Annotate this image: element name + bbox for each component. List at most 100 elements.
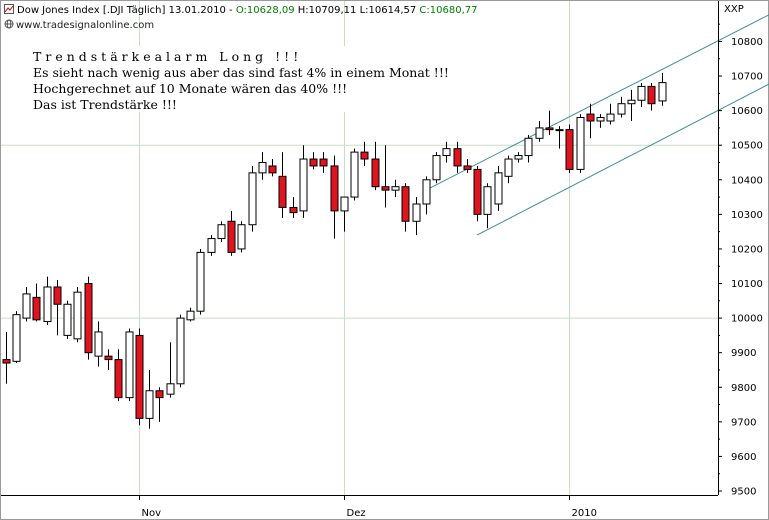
candle-34 — [350, 148, 359, 201]
candle-body-down — [586, 113, 595, 122]
annotation-line-2: Es sieht nach wenig aus aber das sind fa… — [33, 65, 449, 80]
candle-body-up — [73, 291, 82, 340]
y-tick-label-1: 9600 — [731, 452, 756, 463]
candle-17 — [176, 314, 185, 388]
candle-23 — [237, 221, 246, 253]
candle-28 — [289, 197, 298, 218]
candle-18 — [186, 307, 195, 322]
candle-body-up — [125, 331, 134, 399]
y-tick-label-2: 9700 — [731, 417, 756, 428]
candle-41 — [422, 176, 431, 215]
trend-channel-line-0 — [425, 14, 769, 191]
candle-38 — [391, 179, 400, 198]
y-tick-label-7: 10200 — [731, 244, 763, 255]
candle-body-up — [176, 317, 185, 385]
candle-body-up — [12, 314, 21, 362]
candle-24 — [248, 165, 257, 232]
candle-body-down — [401, 186, 410, 222]
candle-16 — [166, 342, 175, 398]
candle-58 — [596, 114, 605, 128]
candle-body-up — [504, 158, 513, 177]
candle-body-down — [2, 359, 11, 364]
candle-body-up — [166, 383, 175, 395]
candle-body-up — [494, 172, 503, 205]
candle-26 — [268, 159, 277, 177]
close-value: C:10680,77 — [419, 5, 478, 16]
candle-61 — [627, 89, 636, 121]
candle-body-down — [371, 158, 380, 188]
candle-48 — [494, 165, 503, 211]
candle-body-down — [473, 168, 482, 215]
candle-body-down — [647, 85, 656, 105]
candle-42 — [432, 152, 441, 184]
candle-body-down — [227, 220, 236, 253]
candle-body-up — [196, 251, 205, 312]
source-url: www.tradesignalonline.com — [16, 20, 155, 31]
candle-body-down — [268, 165, 277, 174]
candle-body-up — [596, 117, 605, 122]
candle-body-down — [545, 127, 554, 131]
annotation-line-4: Das ist Trendstärke !!! — [33, 97, 177, 112]
candle-body-down — [32, 296, 41, 321]
trend-channel-line-1 — [476, 83, 769, 236]
candle-body-down — [289, 206, 298, 214]
candle-body-down — [381, 186, 390, 191]
candle-body-up — [94, 331, 103, 357]
instrument-label: Dow Jones Index [.DJI Täglich] 13.01.201… — [17, 5, 236, 16]
candle-body-up — [422, 179, 431, 205]
x-tick-label-1: Dez — [347, 508, 366, 519]
x-tick-label-2: 2010 — [572, 508, 597, 519]
annotation-box: Trendstärkealarm Long !!! Es sieht nach … — [30, 46, 472, 112]
candle-32 — [330, 155, 339, 239]
candle-body-up — [606, 113, 615, 122]
candle-25 — [258, 152, 267, 180]
open-value: O:10628,09 — [235, 5, 295, 16]
y-tick-label-8: 10300 — [731, 210, 763, 221]
candle-body-down — [319, 158, 328, 167]
candle-22 — [227, 210, 236, 256]
candle-body-up — [43, 286, 52, 323]
x-tick-label-0: Nov — [142, 508, 162, 519]
candle-52 — [535, 120, 544, 142]
candle-body-down — [155, 390, 164, 399]
y-tick-label-9: 10400 — [731, 175, 763, 186]
candle-2 — [22, 286, 31, 322]
candle-43 — [442, 141, 451, 163]
candle-body-up — [412, 203, 421, 222]
candle-9 — [94, 321, 103, 367]
candle-39 — [401, 183, 410, 232]
candle-body-up — [207, 238, 216, 253]
candle-body-down — [135, 334, 144, 419]
candle-27 — [278, 152, 287, 218]
candle-59 — [606, 103, 615, 125]
candle-49 — [504, 155, 513, 184]
candle-46 — [473, 165, 482, 222]
candle-20 — [207, 235, 216, 256]
source-label: www.tradesignalonline.com — [4, 19, 154, 31]
candle-7 — [73, 286, 82, 343]
candle-body-up — [22, 293, 31, 319]
candle-body-down — [114, 359, 123, 399]
candle-body-up — [350, 151, 359, 198]
candle-15 — [155, 387, 164, 422]
y-tick-label-4: 9900 — [731, 348, 756, 359]
candle-62 — [637, 82, 646, 108]
candle-54 — [555, 126, 564, 149]
candle-body-up — [145, 390, 154, 419]
candle-40 — [412, 197, 421, 236]
chart-header: Dow Jones Index [.DJI Täglich] 13.01.201… — [4, 3, 478, 19]
candle-body-up — [514, 155, 523, 160]
candle-body-up — [237, 224, 246, 250]
candle-0 — [2, 331, 11, 384]
candle-30 — [309, 152, 318, 170]
low-value: L:10614,57 — [359, 5, 417, 16]
candle-33 — [340, 196, 349, 232]
candle-60 — [617, 96, 626, 118]
candle-1 — [12, 311, 21, 364]
candle-36 — [371, 141, 380, 191]
annotation-line-1: Trendstärkealarm Long !!! — [33, 49, 303, 64]
candle-body-down — [565, 129, 574, 170]
candle-body-up — [555, 129, 564, 132]
candle-64 — [658, 72, 667, 106]
